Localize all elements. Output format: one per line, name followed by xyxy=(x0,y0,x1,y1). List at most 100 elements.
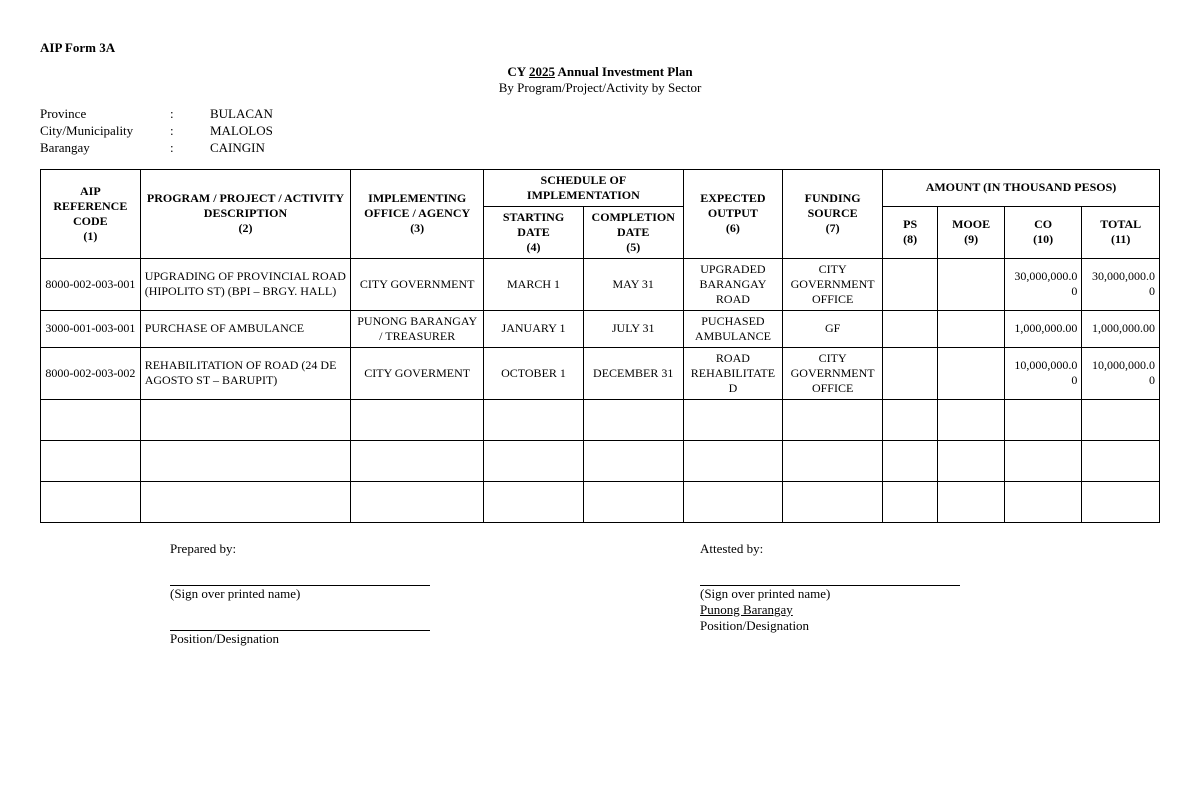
th-co-text: CO xyxy=(1034,217,1052,231)
cell-agency: CITY GOVERMENT xyxy=(351,347,484,399)
th-mooe-text: MOOE xyxy=(952,217,990,231)
barangay-label: Barangay xyxy=(40,140,170,157)
th-end-num: (5) xyxy=(626,240,640,254)
cell-end: DECEMBER 31 xyxy=(583,347,683,399)
meta-province: Province : BULACAN xyxy=(40,106,1160,123)
th-start: STARTING DATE(4) xyxy=(484,206,584,258)
th-desc-num: (2) xyxy=(238,221,252,235)
cell-total: 30,000,000.00 xyxy=(1082,258,1160,310)
attested-label: Attested by: xyxy=(700,541,1160,557)
th-schedule: SCHEDULE OF IMPLEMENTATION xyxy=(484,169,683,206)
cell-source: GF xyxy=(783,310,883,347)
cell-source: CITY GOVERNMENT OFFICE xyxy=(783,258,883,310)
cell-desc: UPGRADING OF PROVINCIAL ROAD (HIPOLITO S… xyxy=(140,258,351,310)
th-agency-num: (3) xyxy=(410,221,424,235)
cell-output: ROAD REHABILITATED xyxy=(683,347,783,399)
table-body: 8000-002-003-001 UPGRADING OF PROVINCIAL… xyxy=(41,258,1160,522)
th-start-num: (4) xyxy=(527,240,541,254)
table-row-empty xyxy=(41,440,1160,481)
th-amount: AMOUNT (IN THOUSAND PESOS) xyxy=(882,169,1159,206)
table-row-empty xyxy=(41,481,1160,522)
th-total: TOTAL(11) xyxy=(1082,206,1160,258)
th-ps-text: PS xyxy=(903,217,917,231)
cell-output: PUCHASED AMBULANCE xyxy=(683,310,783,347)
cell-agency: PUNONG BARANGAY / TREASURER xyxy=(351,310,484,347)
cell-ps xyxy=(882,258,937,310)
th-mooe-num: (9) xyxy=(964,232,978,246)
cell-start: OCTOBER 1 xyxy=(484,347,584,399)
th-code: AIP REFERENCE CODE(1) xyxy=(41,169,141,258)
table-row-empty xyxy=(41,399,1160,440)
position-caption: Position/Designation xyxy=(700,618,960,634)
table-row: 8000-002-003-001 UPGRADING OF PROVINCIAL… xyxy=(41,258,1160,310)
th-code-num: (1) xyxy=(83,229,97,243)
sign-caption: (Sign over printed name) xyxy=(700,586,960,602)
cell-mooe xyxy=(938,310,1004,347)
prepared-by: Prepared by: (Sign over printed name) Po… xyxy=(40,541,630,647)
punong-barangay: Punong Barangay xyxy=(700,602,960,618)
cell-desc: PURCHASE OF AMBULANCE xyxy=(140,310,351,347)
barangay-value: CAINGIN xyxy=(210,140,265,157)
cell-co: 10,000,000.00 xyxy=(1004,347,1082,399)
th-total-text: TOTAL xyxy=(1100,217,1141,231)
th-source: FUNDING SOURCE(7) xyxy=(783,169,883,258)
th-start-text: STARTING DATE xyxy=(503,210,564,239)
colon: : xyxy=(170,106,210,123)
cell-code: 3000-001-003-001 xyxy=(41,310,141,347)
th-end: COMPLETION DATE(5) xyxy=(583,206,683,258)
meta-city: City/Municipality : MALOLOS xyxy=(40,123,1160,140)
th-end-text: COMPLETION DATE xyxy=(592,210,675,239)
cell-total: 10,000,000.00 xyxy=(1082,347,1160,399)
form-code: AIP Form 3A xyxy=(40,40,1160,56)
province-label: Province xyxy=(40,106,170,123)
province-value: BULACAN xyxy=(210,106,273,123)
title-block: CY 2025 Annual Investment Plan By Progra… xyxy=(40,64,1160,96)
th-desc-text: PROGRAM / PROJECT / ACTIVITY DESCRIPTION xyxy=(147,191,344,220)
th-source-text: FUNDING SOURCE xyxy=(805,191,861,220)
table-row: 3000-001-003-001 PURCHASE OF AMBULANCE P… xyxy=(41,310,1160,347)
colon: : xyxy=(170,123,210,140)
th-output-text: EXPECTED OUTPUT xyxy=(700,191,765,220)
cell-mooe xyxy=(938,347,1004,399)
cell-mooe xyxy=(938,258,1004,310)
th-co-num: (10) xyxy=(1033,232,1053,246)
aip-table: AIP REFERENCE CODE(1) PROGRAM / PROJECT … xyxy=(40,169,1160,523)
th-co: CO(10) xyxy=(1004,206,1082,258)
th-output-num: (6) xyxy=(726,221,740,235)
attested-by: Attested by: (Sign over printed name) Pu… xyxy=(630,541,1160,647)
signature-line xyxy=(170,567,430,586)
cell-code: 8000-002-003-002 xyxy=(41,347,141,399)
title-year: 2025 xyxy=(529,64,555,79)
cell-end: MAY 31 xyxy=(583,258,683,310)
table-row: 8000-002-003-002 REHABILITATION OF ROAD … xyxy=(41,347,1160,399)
cell-start: MARCH 1 xyxy=(484,258,584,310)
th-total-num: (11) xyxy=(1111,232,1130,246)
position-line xyxy=(170,612,430,631)
title-prefix: CY xyxy=(507,64,529,79)
cell-end: JULY 31 xyxy=(583,310,683,347)
cell-ps xyxy=(882,310,937,347)
sign-caption: (Sign over printed name) xyxy=(170,586,430,602)
cell-co: 30,000,000.00 xyxy=(1004,258,1082,310)
title-suffix: Annual Investment Plan xyxy=(555,64,693,79)
city-label: City/Municipality xyxy=(40,123,170,140)
th-ps: PS(8) xyxy=(882,206,937,258)
th-mooe: MOOE(9) xyxy=(938,206,1004,258)
cell-code: 8000-002-003-001 xyxy=(41,258,141,310)
cell-source: CITY GOVERNMENT OFFICE xyxy=(783,347,883,399)
th-ps-num: (8) xyxy=(903,232,917,246)
meta-block: Province : BULACAN City/Municipality : M… xyxy=(40,106,1160,157)
th-code-text: AIP REFERENCE CODE xyxy=(53,184,127,228)
cell-total: 1,000,000.00 xyxy=(1082,310,1160,347)
th-desc: PROGRAM / PROJECT / ACTIVITY DESCRIPTION… xyxy=(140,169,351,258)
th-source-num: (7) xyxy=(826,221,840,235)
colon: : xyxy=(170,140,210,157)
subtitle: By Program/Project/Activity by Sector xyxy=(40,80,1160,96)
title-line1: CY 2025 Annual Investment Plan xyxy=(40,64,1160,80)
cell-ps xyxy=(882,347,937,399)
cell-output: UPGRADED BARANGAY ROAD xyxy=(683,258,783,310)
table-head: AIP REFERENCE CODE(1) PROGRAM / PROJECT … xyxy=(41,169,1160,258)
meta-barangay: Barangay : CAINGIN xyxy=(40,140,1160,157)
cell-desc: REHABILITATION OF ROAD (24 DE AGOSTO ST … xyxy=(140,347,351,399)
th-agency-text: IMPLEMENTING OFFICE / AGENCY xyxy=(364,191,470,220)
